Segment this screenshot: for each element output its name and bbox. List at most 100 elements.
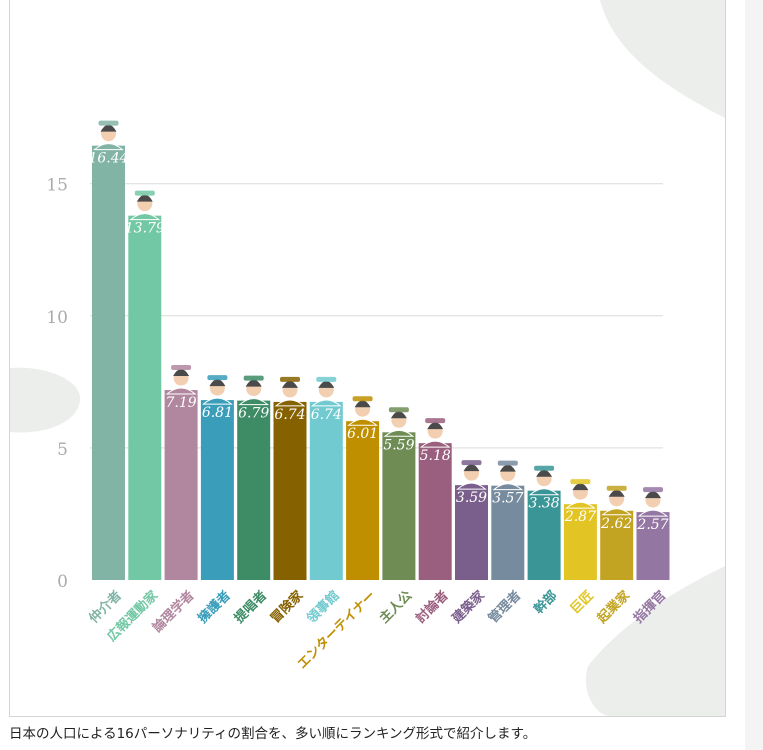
value-label-1: 16.44	[88, 151, 128, 167]
chart-caption: 日本の人口による16パーソナリティの割合を、多い順にランキング形式で紹介します。	[9, 726, 537, 742]
character-hair	[209, 379, 226, 387]
value-label-7: 6.74	[311, 407, 342, 423]
value-label-10: 5.18	[420, 448, 451, 464]
character-hair	[318, 380, 335, 388]
character-icon-5	[238, 375, 270, 406]
character-hat	[497, 460, 518, 466]
blob-bottom-right	[585, 566, 725, 716]
character-body	[274, 399, 306, 407]
value-label-9: 5.59	[383, 437, 414, 453]
character-body	[528, 488, 560, 496]
bar-8	[346, 421, 380, 580]
character-hair	[572, 483, 589, 491]
character-hair	[173, 369, 190, 377]
bar-15	[600, 510, 634, 580]
value-label-5: 6.79	[238, 406, 269, 422]
character-hat	[316, 376, 337, 382]
character-icon-4	[202, 375, 233, 405]
character-hair	[427, 422, 444, 430]
value-labels: 16.44 13.79 7.19 6.81 6.79 6.74 6.74 6.01 5.59 5.…	[88, 151, 668, 533]
character-icon-15	[601, 485, 633, 516]
character-hat	[534, 465, 555, 471]
character-body	[492, 483, 524, 491]
bar-12	[491, 485, 525, 580]
category-label-6: 冒険家	[267, 587, 307, 627]
character-body	[165, 387, 197, 395]
character-body	[93, 143, 124, 151]
character-icons	[93, 120, 669, 517]
character-body	[238, 398, 270, 406]
value-label-3: 7.19	[166, 395, 197, 411]
character-body	[129, 213, 161, 221]
category-label-10: 討論者	[413, 588, 452, 627]
chart-card: 0 5 10 15 16.44 13.79 7.19 6.81 6.79 6.74 6.74 6.0…	[9, 0, 726, 717]
character-body	[347, 418, 378, 426]
value-label-14: 2.87	[564, 509, 596, 525]
character-hat	[352, 396, 373, 402]
character-hat	[134, 190, 155, 196]
character-icon-8	[347, 396, 378, 426]
character-hair	[608, 489, 625, 497]
character-icon-13	[528, 465, 560, 496]
character-icon-6	[274, 376, 306, 407]
character-hat	[207, 375, 228, 381]
character-hair	[463, 464, 480, 472]
character-icon-10	[419, 418, 451, 448]
character-hat	[98, 120, 119, 126]
category-label-15: 起業家	[593, 587, 633, 627]
bar-16	[636, 512, 670, 580]
bar-7	[309, 401, 343, 580]
category-label-16: 指揮官	[630, 588, 669, 627]
character-hat	[425, 418, 446, 424]
value-label-16: 2.57	[636, 517, 668, 533]
character-body	[456, 482, 487, 490]
character-icon-11	[456, 460, 487, 490]
bar-14	[563, 504, 597, 580]
character-hat	[570, 479, 591, 485]
character-hair	[245, 379, 262, 387]
value-label-8: 6.01	[347, 426, 378, 442]
character-hat	[461, 460, 482, 466]
character-hair	[136, 194, 153, 202]
category-label-13: 幹部	[531, 588, 561, 618]
y-tick-label-15: 15	[46, 176, 68, 196]
character-body	[637, 509, 669, 517]
bars	[92, 145, 670, 581]
scrollbar-track[interactable]	[745, 0, 763, 750]
character-body	[565, 501, 596, 509]
character-body	[310, 399, 342, 407]
blob-left	[10, 367, 81, 433]
character-icon-7	[310, 376, 342, 407]
category-label-5: 提唱者	[231, 588, 270, 627]
character-icon-12	[492, 460, 524, 491]
bar-10	[418, 443, 452, 580]
bar-3	[164, 390, 198, 580]
character-hair	[645, 491, 661, 499]
bar-13	[527, 490, 561, 580]
value-label-6: 6.74	[274, 407, 305, 423]
character-hat	[643, 487, 663, 493]
bar-2	[128, 215, 162, 580]
character-body	[601, 508, 633, 516]
y-axis-ticks: 0 5 10 15	[46, 176, 68, 592]
character-hat	[243, 375, 264, 381]
category-label-11: 建築家	[449, 587, 489, 627]
character-icon-2	[129, 190, 161, 221]
category-label-12: 管理者	[485, 588, 524, 627]
blob-top-right	[600, 0, 725, 118]
character-hair	[499, 464, 516, 472]
value-label-15: 2.62	[600, 516, 632, 532]
bar-6	[273, 401, 307, 580]
category-label-14: 巨匠	[568, 588, 597, 617]
character-hat	[388, 407, 409, 413]
character-body	[202, 397, 233, 405]
bar-4	[200, 400, 234, 580]
bar-1	[92, 145, 125, 581]
y-tick-label-0: 0	[57, 572, 68, 592]
category-labels: 仲介者広報運動家論理学者擁護者提唱者冒険家領事館エンターテイナー主人公討論者建築…	[86, 587, 669, 672]
character-icon-14	[565, 479, 596, 509]
y-tick-label-5: 5	[57, 440, 68, 460]
background-decoration	[10, 0, 725, 716]
character-hair	[100, 124, 117, 132]
character-body	[419, 440, 451, 448]
